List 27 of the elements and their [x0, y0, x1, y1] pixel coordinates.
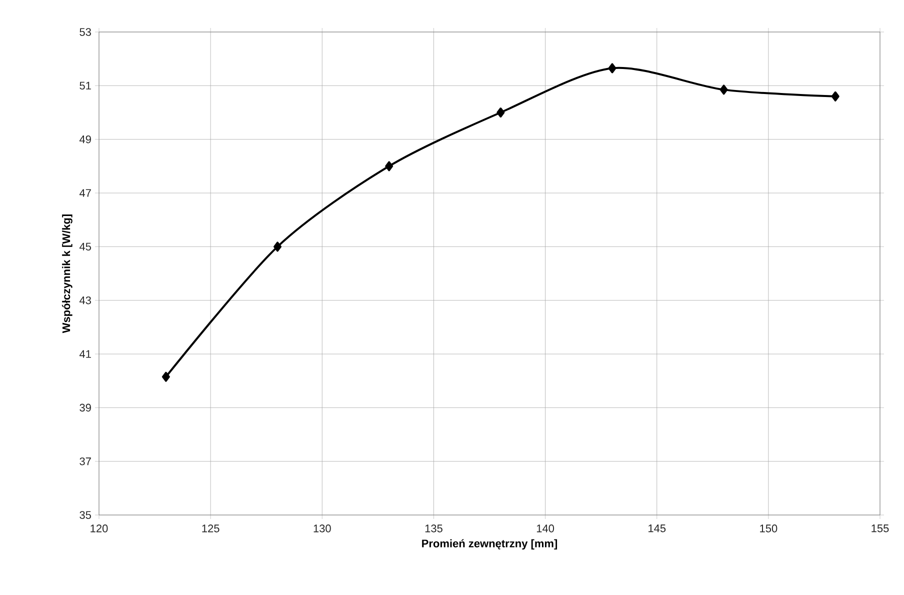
y-tick-label: 53	[80, 28, 91, 36]
y-axis-title: Współczynnik k [W/kg]	[62, 214, 72, 334]
x-tick-label: 145	[648, 524, 666, 532]
x-tick-label: 155	[872, 524, 889, 532]
y-tick-label: 37	[80, 457, 91, 466]
y-tick-label: 41	[79, 350, 91, 358]
y-tick-label: 45	[79, 242, 91, 251]
x-axis-title: Promień zewnętrzny [mm]	[422, 539, 558, 550]
point	[831, 91, 840, 102]
point	[162, 372, 170, 382]
y-tick-label: 43	[79, 296, 91, 304]
point	[720, 84, 728, 95]
point	[608, 63, 616, 74]
x-tick-label: 140	[536, 524, 554, 532]
x-tick-label: 125	[202, 524, 220, 532]
y-tick-label: 51	[80, 82, 91, 90]
point	[385, 161, 394, 172]
point	[496, 108, 505, 118]
x-tick-label: 150	[760, 524, 778, 532]
point	[274, 242, 282, 252]
x-tick-label: 130	[314, 524, 331, 532]
y-tick-label: 35	[80, 511, 91, 519]
y-tick-label: 39	[80, 404, 91, 412]
x-tick-label: 120	[90, 524, 108, 532]
x-tick-label: 135	[425, 524, 442, 532]
y-tick-label: 49	[79, 135, 91, 144]
y-tick-label: 47	[79, 189, 91, 197]
